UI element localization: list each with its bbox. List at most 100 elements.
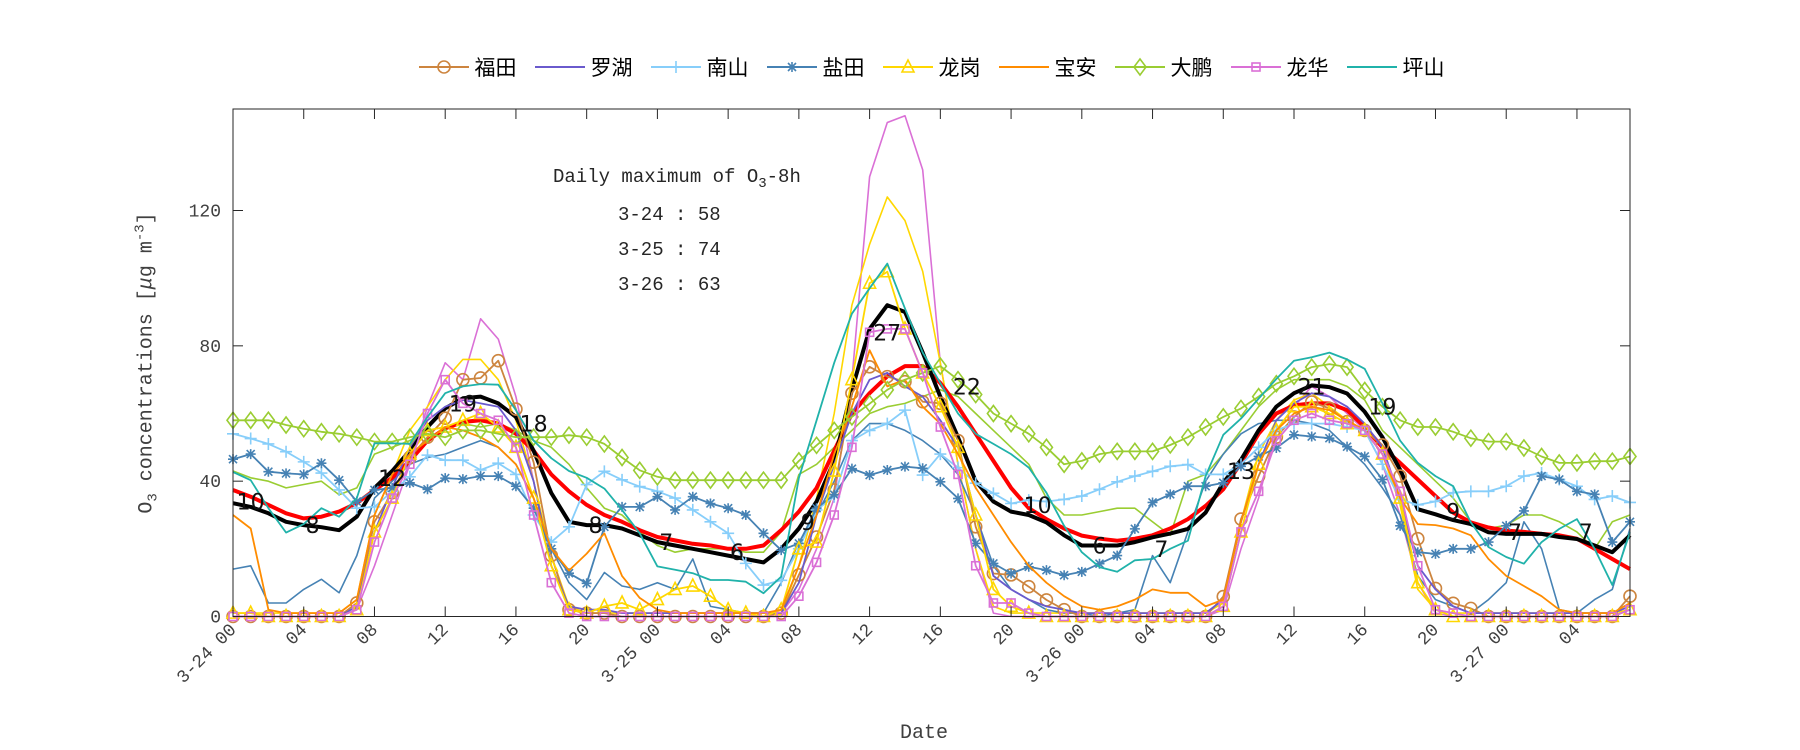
data-point-marker (882, 465, 893, 476)
data-point-marker (934, 448, 947, 461)
data-point-marker (935, 422, 946, 432)
data-point-marker (405, 459, 415, 470)
data-point-marker (510, 481, 521, 492)
data-point-marker (1395, 520, 1406, 531)
data-point-marker (882, 324, 893, 334)
y-tick-label: 0 (210, 609, 221, 629)
data-point-marker (615, 448, 630, 467)
data-point-marker (1554, 474, 1565, 485)
data-point-marker (1164, 460, 1177, 473)
data-point-marker (561, 425, 576, 445)
black-thick-line (232, 303, 1632, 565)
legend-item-8: 龙华 (1230, 52, 1329, 82)
data-point-marker (1551, 607, 1567, 623)
data-point-marker (1375, 397, 1390, 417)
annotation-line-2: 3-25 : 74 (618, 239, 721, 261)
data-point-marker (826, 462, 842, 477)
data-point-marker (1498, 607, 1514, 623)
point-label: 27 (873, 321, 901, 346)
data-point-marker (1289, 429, 1300, 440)
data-point-marker (704, 515, 717, 528)
data-point-marker (897, 320, 913, 335)
data-point-marker (1074, 607, 1090, 623)
data-point-marker (705, 498, 716, 509)
data-point-marker (829, 489, 840, 500)
data-point-marker (1393, 469, 1407, 483)
data-point-marker (1076, 566, 1087, 577)
data-point-marker (968, 385, 983, 404)
data-point-marker (811, 557, 822, 568)
data-point-marker (1428, 417, 1443, 437)
data-point-marker (685, 470, 700, 490)
data-point-marker (296, 419, 311, 439)
data-point-marker (1448, 543, 1459, 554)
x-tick-label: 20 (565, 621, 594, 650)
data-point-marker (1482, 485, 1495, 498)
data-point-marker (1165, 489, 1176, 500)
data-point-marker (296, 607, 312, 623)
data-point-marker (439, 454, 452, 467)
data-point-marker (809, 533, 824, 548)
data-point-marker (935, 476, 946, 487)
data-point-marker (1359, 451, 1370, 462)
data-point-marker (1501, 520, 1512, 531)
data-point-marker (598, 465, 611, 478)
legend-swatch-asterisk-icon (766, 62, 817, 72)
data-point-marker (387, 493, 397, 503)
data-point-marker (1428, 581, 1443, 596)
legend-swatch-marker (436, 60, 451, 74)
legend-swatch-none-icon (1346, 66, 1397, 68)
legend-label: 龙岗 (938, 56, 981, 80)
x-tick-label: 12 (1273, 621, 1302, 650)
data-point-marker (1021, 424, 1036, 444)
data-point-marker (351, 496, 362, 507)
legend-label: 南山 (706, 56, 749, 80)
data-point-marker (315, 467, 328, 480)
data-point-marker (1410, 417, 1425, 437)
data-point-marker (667, 580, 683, 596)
data-point-marker (650, 467, 665, 487)
legend-swatch-none-icon (534, 66, 585, 68)
data-point-marker (492, 457, 505, 470)
point-label: 10 (237, 490, 265, 515)
data-point-marker (458, 398, 468, 409)
legend-label: 福田 (474, 56, 517, 80)
data-point-marker (1342, 418, 1352, 429)
y-label-o: O (135, 501, 159, 514)
series-4 (228, 429, 1635, 589)
data-point-marker (1516, 438, 1531, 458)
data-point-marker (1269, 374, 1284, 394)
data-point-marker (475, 471, 486, 482)
point-label: 9 (1446, 501, 1460, 526)
point-label: 13 (1227, 460, 1255, 485)
data-point-marker (314, 607, 329, 623)
data-point-marker (1111, 475, 1124, 488)
data-point-marker (632, 461, 647, 480)
data-point-marker (1607, 537, 1618, 548)
data-point-marker (1587, 607, 1602, 623)
data-point-marker (1429, 495, 1442, 508)
series-line (232, 349, 1631, 614)
data-point-marker (579, 427, 594, 447)
x-tick-label: 04 (707, 621, 736, 650)
data-point-marker (455, 411, 471, 427)
data-point-marker (634, 501, 645, 512)
data-point-marker (1023, 608, 1034, 618)
data-point-marker (387, 482, 398, 493)
data-point-marker (844, 370, 860, 386)
legend-label: 罗湖 (590, 56, 633, 80)
x-tick-label: 3-24 00 (174, 621, 242, 689)
data-point-marker (351, 604, 362, 615)
data-point-marker (438, 427, 453, 447)
x-tick-label: 20 (990, 621, 1019, 650)
legend-item-4: 盐田 (766, 52, 865, 82)
data-point-marker (298, 469, 309, 480)
data-point-marker (245, 449, 256, 460)
data-point-marker (864, 470, 875, 481)
x-tick-label: 3-27 00 (1447, 621, 1515, 689)
point-label: 21 (1298, 375, 1326, 400)
data-point-marker (1606, 490, 1619, 503)
data-point-marker (1500, 480, 1513, 493)
data-point-marker (1289, 415, 1299, 426)
point-label: 7 (1579, 521, 1593, 546)
